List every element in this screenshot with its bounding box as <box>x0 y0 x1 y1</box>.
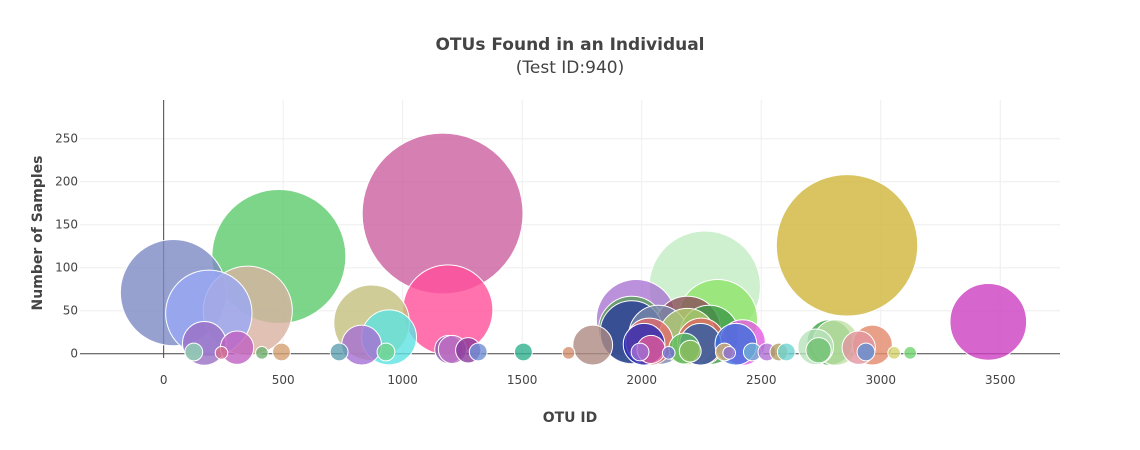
bubble-point[interactable] <box>184 342 204 362</box>
x-tick-label: 0 <box>160 373 168 387</box>
bubble-point[interactable] <box>805 337 832 364</box>
bubble-point[interactable] <box>678 339 702 363</box>
bubble-point[interactable] <box>856 342 876 362</box>
bubble-point[interactable] <box>255 346 269 360</box>
x-tick-label: 3500 <box>985 373 1016 387</box>
x-tick-label: 2000 <box>626 373 657 387</box>
bubble-point[interactable] <box>903 346 917 360</box>
x-axis-title: OTU ID <box>543 410 598 426</box>
bubble-point[interactable] <box>329 342 349 362</box>
bubble-point[interactable] <box>887 346 901 360</box>
bubble-point[interactable] <box>949 283 1028 361</box>
y-tick-label: 50 <box>63 304 78 318</box>
y-tick-label: 0 <box>70 347 78 361</box>
bubble-point[interactable] <box>376 342 396 362</box>
bubble-point[interactable] <box>572 324 614 366</box>
bubble-point[interactable] <box>513 342 533 362</box>
y-tick-label: 150 <box>55 218 78 232</box>
bubble-point[interactable] <box>561 346 576 360</box>
x-tick-label: 500 <box>272 373 295 387</box>
bubble-point[interactable] <box>341 324 382 366</box>
y-tick-label: 250 <box>55 132 78 146</box>
x-tick-label: 1000 <box>387 373 418 387</box>
chart-subtitle: (Test ID:940) <box>516 58 624 78</box>
bubble-point[interactable] <box>272 342 291 362</box>
bubble-point[interactable] <box>661 346 676 360</box>
tick-labels: 0 500 1000 1500 2000 2500 3000 3500 0 50 100 150 200… <box>55 132 1015 387</box>
y-axis-title: Number of Samples <box>30 156 46 311</box>
x-tick-label: 1500 <box>507 373 538 387</box>
bubble-point[interactable] <box>468 342 488 362</box>
bubble-point[interactable] <box>775 174 919 317</box>
bubble-point[interactable] <box>722 346 736 360</box>
bubble-layer[interactable] <box>119 132 1028 366</box>
bubble-point[interactable] <box>214 346 229 360</box>
y-tick-label: 100 <box>55 261 78 275</box>
bubble-point[interactable] <box>630 342 650 362</box>
bubble-point[interactable] <box>776 342 796 362</box>
y-tick-label: 200 <box>55 175 78 189</box>
chart-title: OTUs Found in an Individual <box>435 35 704 55</box>
x-tick-label: 2500 <box>746 373 777 387</box>
x-tick-label: 3000 <box>865 373 896 387</box>
